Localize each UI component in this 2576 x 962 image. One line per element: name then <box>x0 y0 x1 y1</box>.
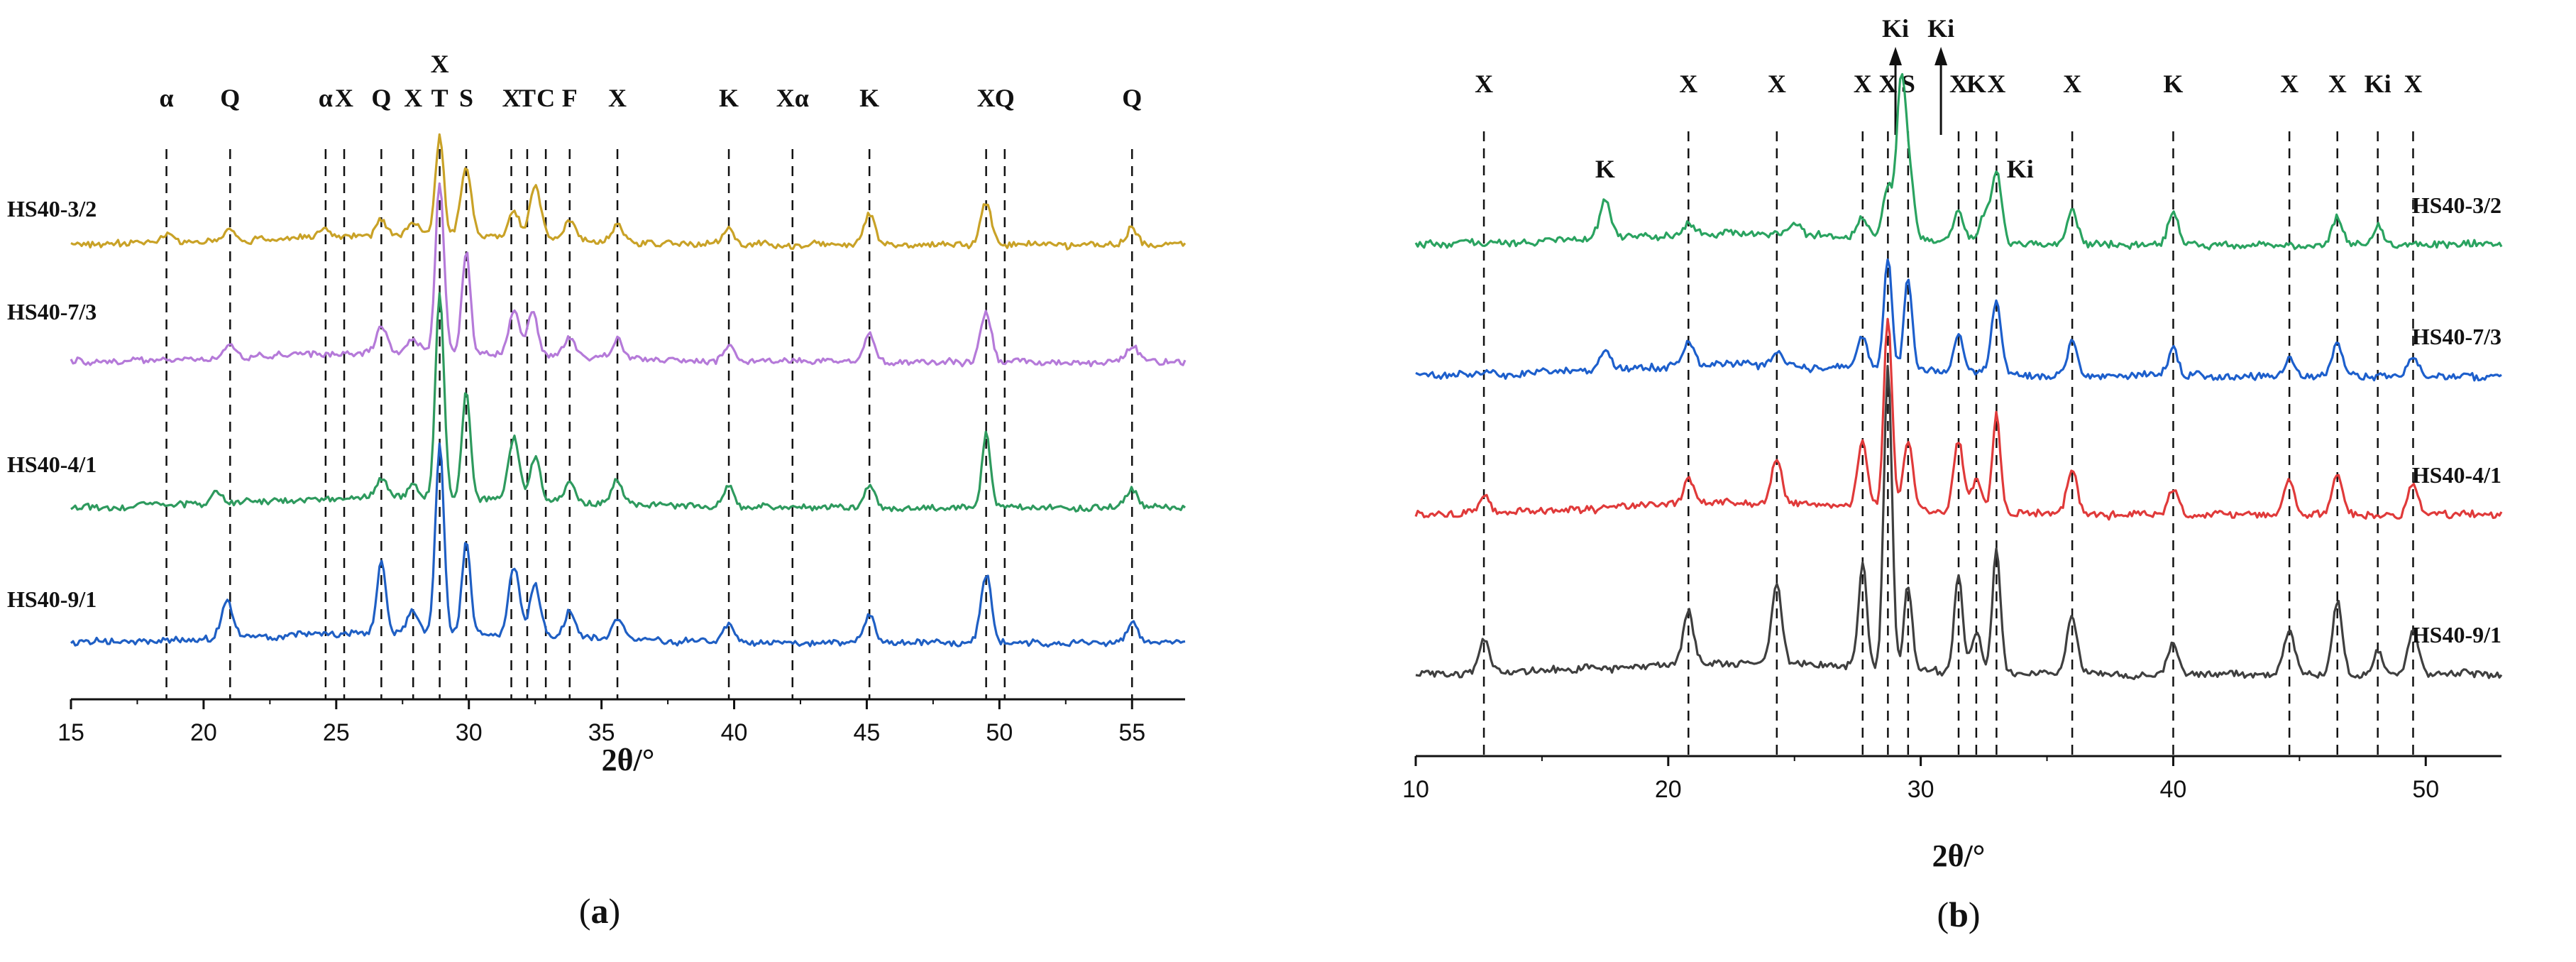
phase-label: Ki <box>2365 70 2391 98</box>
phase-label: X <box>977 84 996 112</box>
series-label: HS40-7/3 <box>2412 324 2501 349</box>
phase-label: X <box>2280 70 2299 98</box>
phase-label: X <box>431 50 449 78</box>
phase-label: C <box>536 84 555 112</box>
x-tick-label: 20 <box>1655 776 1682 803</box>
x-axis-title: 2θ/° <box>602 743 655 777</box>
series-line <box>70 133 1187 251</box>
x-tick-label: 30 <box>456 719 483 746</box>
series-label: HS40-7/3 <box>7 299 97 324</box>
phase-label: X <box>2404 70 2422 98</box>
series-line <box>1415 258 2502 382</box>
x-tick-label: 45 <box>854 719 881 746</box>
phase-label: X <box>608 84 627 112</box>
x-tick-label: 15 <box>57 719 84 746</box>
phase-label: K <box>719 84 739 112</box>
x-tick-label: 20 <box>190 719 217 746</box>
series-label: HS40-9/1 <box>7 586 97 612</box>
x-tick-label: 35 <box>588 719 615 746</box>
series-line <box>70 182 1187 368</box>
series-line <box>1414 317 2503 521</box>
x-tick-label: 25 <box>323 719 350 746</box>
x-tick-label: 55 <box>1118 719 1145 746</box>
arrow-head <box>1934 47 1948 65</box>
series-label: HS40-4/1 <box>2412 462 2501 488</box>
phase-label: Q <box>371 84 391 112</box>
series-label: HS40-9/1 <box>2412 622 2501 647</box>
x-tick-label: 40 <box>2160 776 2187 803</box>
phase-label: Xα <box>776 84 809 112</box>
phase-label: X <box>1949 70 1968 98</box>
phase-label: K <box>859 84 879 112</box>
phase-label: X <box>2063 70 2081 98</box>
phase-label: K <box>1966 70 1986 98</box>
phase-label: X <box>1475 70 1493 98</box>
phase-label: Q <box>995 84 1015 112</box>
x-tick-label: 40 <box>721 719 748 746</box>
panel-label: (a) <box>579 891 620 931</box>
phase-label: K <box>2163 70 2183 98</box>
series-line <box>1415 364 2503 680</box>
phase-label: Q <box>220 84 240 112</box>
phase-label: X <box>1768 70 1786 98</box>
series-label: HS40-3/2 <box>7 196 97 222</box>
inline-phase-label: K <box>1595 155 1615 183</box>
phase-label: S <box>459 84 473 112</box>
x-tick-label: 50 <box>986 719 1013 746</box>
x-tick-label: 50 <box>2412 776 2439 803</box>
phase-label: F <box>562 84 578 112</box>
phase-label: X <box>404 84 422 112</box>
phase-label: X <box>1878 70 1897 98</box>
phase-label: X <box>502 84 521 112</box>
x-tick-label: 10 <box>1402 776 1429 803</box>
phase-label: X <box>1679 70 1697 98</box>
phase-label: Q <box>1122 84 1142 112</box>
x-tick-label: 30 <box>1908 776 1934 803</box>
arrow-phase-label: Ki <box>1927 14 1954 43</box>
inline-phase-label: Ki <box>2007 155 2034 183</box>
series-line <box>70 442 1186 648</box>
arrow-head <box>1889 47 1903 65</box>
phase-label: X <box>335 84 353 112</box>
phase-label: X <box>2328 70 2347 98</box>
series-label: HS40-4/1 <box>7 452 97 477</box>
arrow-phase-label: Ki <box>1882 14 1909 43</box>
series-line <box>1414 72 2503 251</box>
panel-label: (b) <box>1937 895 1980 934</box>
series-label: HS40-3/2 <box>2412 192 2501 218</box>
phase-label: α <box>160 84 174 112</box>
x-axis-title: 2θ/° <box>1932 838 1986 873</box>
series-line <box>70 292 1187 513</box>
phase-label: X <box>1854 70 1872 98</box>
phase-label: T <box>519 84 536 112</box>
phase-label: α <box>319 84 333 112</box>
phase-label: T <box>431 84 448 112</box>
phase-label: X <box>1987 70 2005 98</box>
